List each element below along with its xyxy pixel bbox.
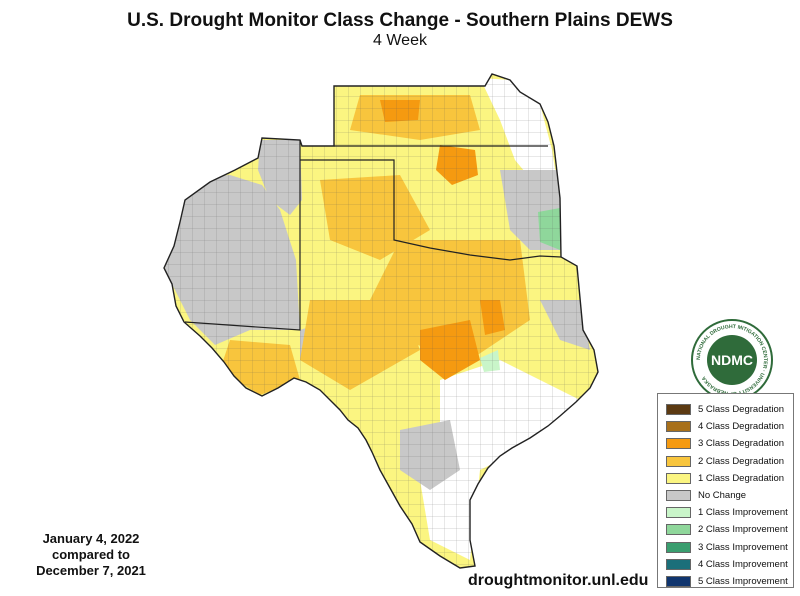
legend-label: 5 Class Improvement	[698, 576, 788, 587]
map-subtitle: 4 Week	[373, 32, 427, 49]
legend-swatch	[666, 404, 691, 415]
legend: 5 Class Degradation 4 Class Degradation 3 …	[657, 393, 794, 588]
oklahoma-texas-border	[300, 159, 562, 261]
legend-label: 1 Class Degradation	[698, 472, 785, 484]
legend-swatch	[666, 455, 691, 467]
legend-label: 1 Class Improvement	[698, 507, 788, 519]
legend-item: No Change	[666, 487, 746, 504]
legend-label: 2 Class Degradation	[698, 455, 785, 467]
legend-swatch	[666, 438, 691, 450]
drought-class-layer	[164, 74, 598, 568]
logo-text: NDMC	[711, 352, 753, 368]
comparison-date: January 4, 2022 compared to December 7, …	[16, 531, 166, 579]
legend-item: 1 Class Degradation	[666, 470, 784, 487]
legend-label: 4 Class Improvement	[698, 558, 788, 570]
map-title: U.S. Drought Monitor Class Change - Sout…	[127, 10, 673, 31]
legend-item: 1 Class Improvement	[666, 504, 788, 521]
legend-item: 5 Class Degradation	[666, 401, 784, 418]
legend-item: 2 Class Improvement	[666, 521, 788, 538]
source-url[interactable]: droughtmonitor.unl.edu	[468, 572, 649, 589]
legend-label: 3 Class Degradation	[698, 438, 785, 450]
legend-swatch	[666, 490, 691, 501]
legend-item: 2 Class Degradation	[666, 453, 784, 470]
date-line-3: December 7, 2021	[36, 563, 146, 578]
legend-label: 3 Class Improvement	[698, 541, 788, 553]
legend-label: No Change	[698, 490, 747, 501]
date-line-2: compared to	[51, 547, 130, 562]
legend-label: 2 Class Improvement	[698, 524, 788, 536]
new-mexico-texas-border	[184, 140, 301, 331]
legend-swatch	[666, 507, 691, 519]
legend-swatch	[666, 421, 691, 433]
legend-item: 4 Class Improvement	[666, 556, 788, 573]
date-line-1: January 4, 2022	[42, 531, 140, 546]
ndmc-logo: NATIONAL DROUGHT MITIGATION CENTER · UNI…	[691, 319, 773, 401]
legend-swatch	[666, 541, 691, 553]
legend-swatch	[666, 524, 691, 536]
legend-item: 4 Class Degradation	[666, 418, 784, 435]
legend-swatch	[666, 576, 691, 587]
legend-item: 3 Class Degradation	[666, 435, 784, 452]
legend-label: 4 Class Degradation	[698, 421, 785, 433]
legend-swatch	[666, 472, 691, 484]
region-outline	[163, 73, 599, 569]
legend-item: 3 Class Improvement	[666, 539, 788, 556]
legend-swatch	[666, 558, 691, 570]
legend-label: 5 Class Degradation	[698, 404, 785, 415]
legend-item: 5 Class Improvement	[666, 573, 788, 590]
